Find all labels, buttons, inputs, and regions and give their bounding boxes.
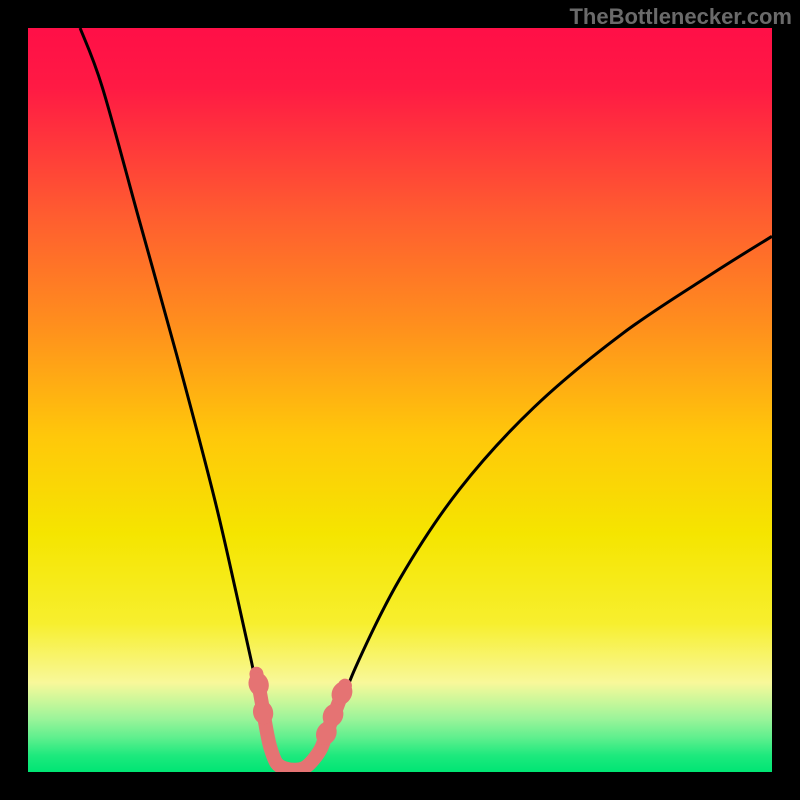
watermark-text: TheBottlenecker.com — [569, 4, 792, 30]
plot-background-gradient — [28, 28, 772, 772]
chart-svg — [0, 0, 800, 800]
chart-figure: TheBottlenecker.com — [0, 0, 800, 800]
